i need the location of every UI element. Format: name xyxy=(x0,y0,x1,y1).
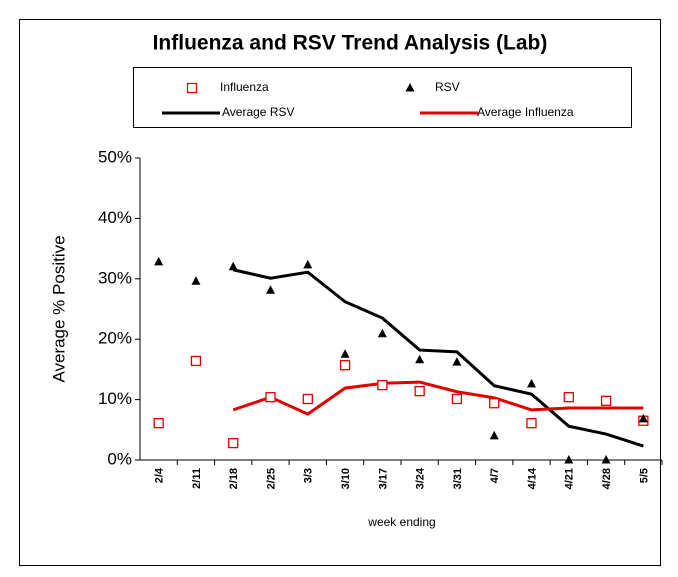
legend-label: Average RSV xyxy=(222,105,295,119)
y-tick-label: 40% xyxy=(98,208,132,227)
data-point xyxy=(564,455,574,464)
x-axis-title: week ending xyxy=(367,515,435,529)
data-point xyxy=(489,398,500,409)
data-point xyxy=(228,437,239,449)
series-line xyxy=(232,268,644,448)
x-tick-label: 4/21 xyxy=(564,468,576,489)
data-point xyxy=(600,395,612,406)
data-point xyxy=(153,418,164,429)
x-tick-label: 4/28 xyxy=(601,468,613,489)
x-tick-label: 4/7 xyxy=(489,468,501,483)
data-point xyxy=(451,393,463,405)
legend-label: RSV xyxy=(435,80,460,94)
legend xyxy=(133,67,632,128)
data-point xyxy=(563,392,574,403)
x-tick-label: 2/18 xyxy=(228,468,240,489)
x-tick-label: 2/4 xyxy=(154,467,166,483)
x-tick-label: 3/17 xyxy=(377,468,389,489)
y-axis-title: Average % Positive xyxy=(49,235,68,382)
data-point xyxy=(526,418,537,429)
data-point xyxy=(414,385,425,397)
data-point xyxy=(489,430,499,440)
y-tick-label: 50% xyxy=(98,147,132,166)
chart-title: Influenza and RSV Trend Analysis (Lab) xyxy=(153,32,548,55)
data-point xyxy=(377,379,388,391)
y-tick-label: 30% xyxy=(98,268,132,287)
x-tick-label: 3/10 xyxy=(340,468,352,489)
x-tick-label: 2/25 xyxy=(265,468,277,489)
legend-label: Influenza xyxy=(220,80,269,94)
data-point xyxy=(638,413,648,423)
y-tick-label: 10% xyxy=(98,389,132,408)
y-tick-label: 0% xyxy=(107,449,132,468)
data-point xyxy=(527,378,536,388)
legend-marker xyxy=(186,82,198,94)
x-tick-label: 3/3 xyxy=(303,468,315,483)
x-tick-label: 3/31 xyxy=(452,468,464,489)
data-point xyxy=(191,276,201,285)
x-tick-label: 2/11 xyxy=(191,468,203,489)
x-tick-label: 4/14 xyxy=(526,467,538,489)
x-tick-label: 3/24 xyxy=(415,467,427,489)
data-point xyxy=(452,357,462,366)
data-point xyxy=(265,392,276,403)
data-point xyxy=(266,285,275,294)
legend-marker xyxy=(405,83,415,92)
data-point xyxy=(377,328,387,338)
data-point xyxy=(339,360,351,371)
data-point xyxy=(154,256,164,266)
data-point xyxy=(190,355,202,367)
data-point xyxy=(303,259,313,269)
data-point xyxy=(302,393,313,405)
data-point xyxy=(601,455,611,464)
x-tick-label: 5/5 xyxy=(638,468,650,483)
data-point xyxy=(415,354,425,364)
legend-label: Average Influenza xyxy=(477,105,574,119)
data-point xyxy=(228,261,238,271)
y-tick-label: 20% xyxy=(98,329,132,348)
series-line xyxy=(232,380,644,416)
data-point xyxy=(340,349,350,358)
